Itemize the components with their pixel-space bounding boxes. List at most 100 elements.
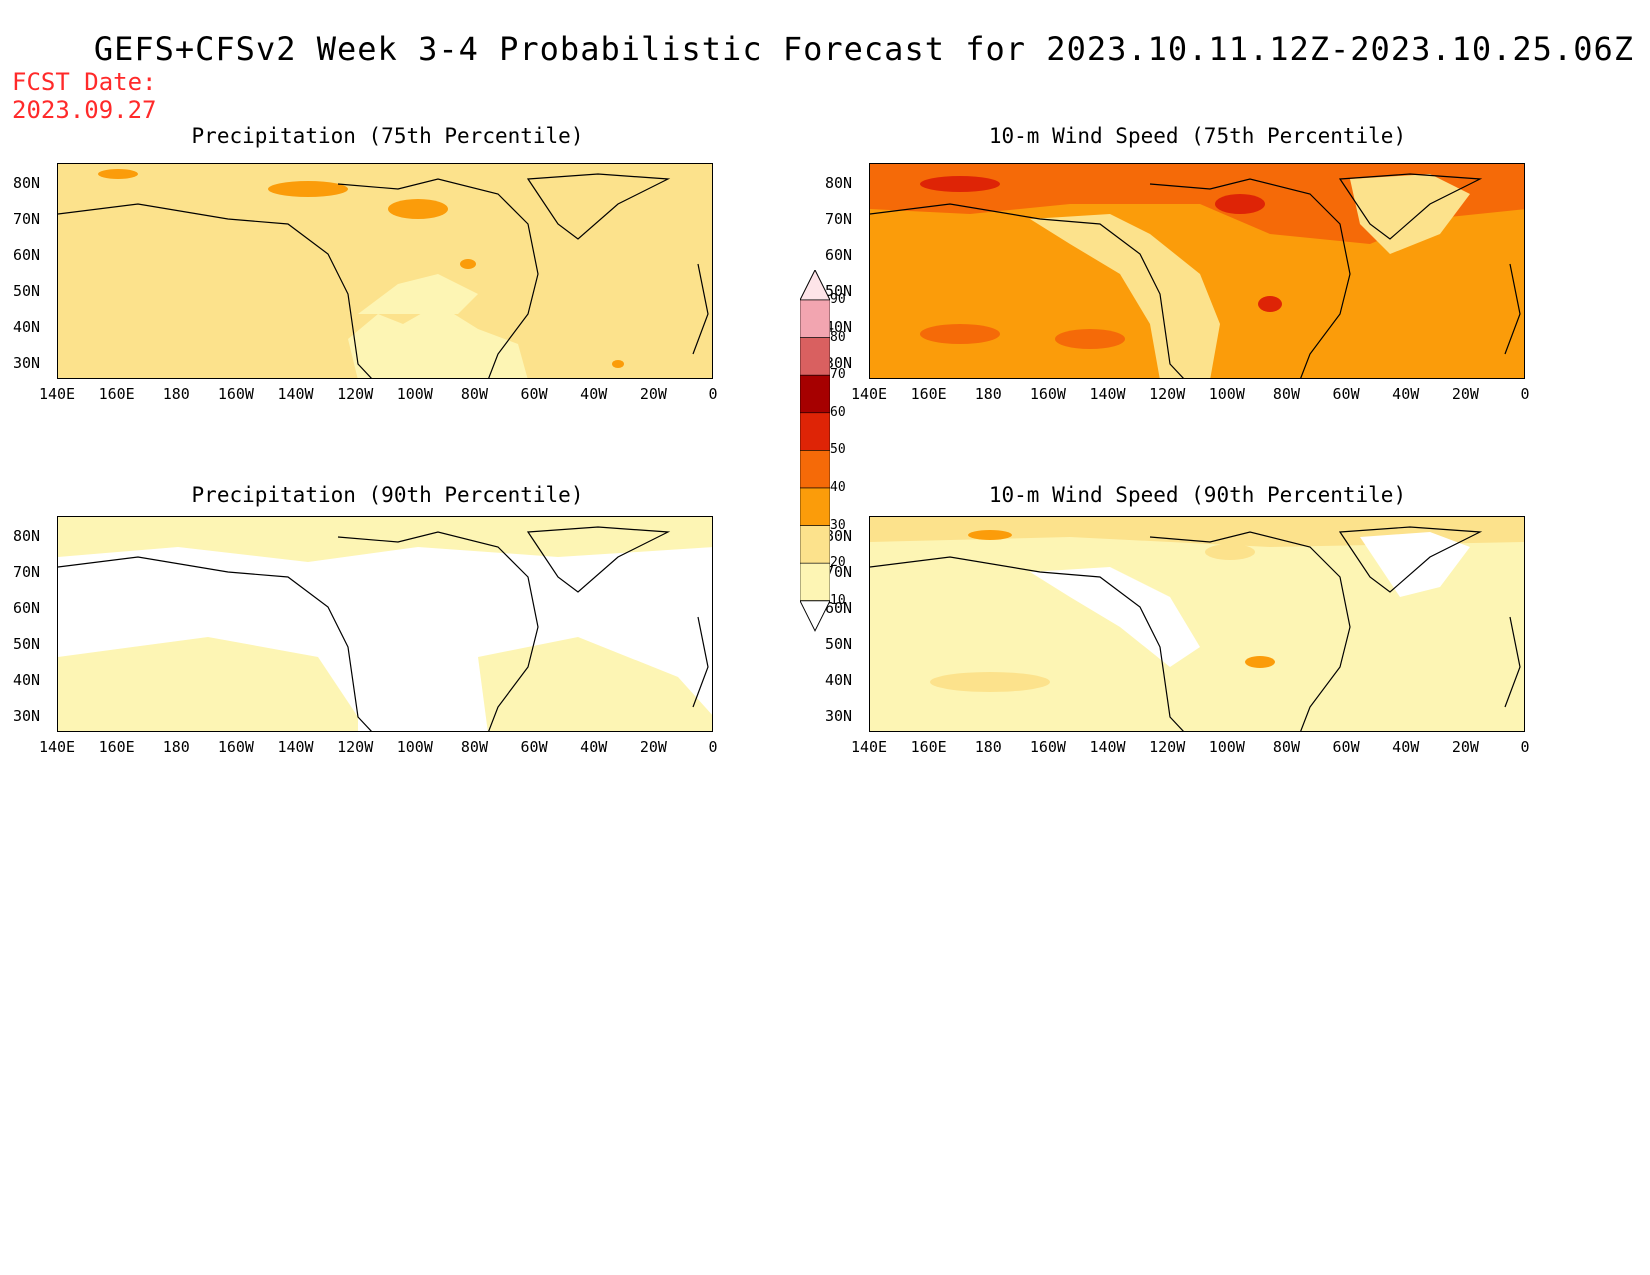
panel-title-precip-90: Precipitation (90th Percentile) xyxy=(191,483,584,507)
colorbar xyxy=(800,270,830,632)
lon-tick-label: 180 xyxy=(974,385,1002,403)
lat-tick-label: 70N xyxy=(13,563,41,581)
lon-tick-label: 100W xyxy=(1208,738,1245,756)
lat-tick-label: 60N xyxy=(825,599,853,617)
lat-tick-label: 60N xyxy=(13,599,41,617)
lon-tick-label: 160E xyxy=(98,738,135,756)
lat-tick-label: 30N xyxy=(825,354,853,372)
map-field-wind-90 xyxy=(870,517,1524,731)
lat-tick-label: 80N xyxy=(825,174,853,192)
lon-tick-label: 80W xyxy=(460,738,488,756)
colorbar-level-label: 90 xyxy=(830,292,846,307)
lon-tick-label: 160W xyxy=(217,738,254,756)
lat-tick-label: 40N xyxy=(13,318,41,336)
lon-tick-label: 80W xyxy=(460,385,488,403)
lon-tick-label: 140W xyxy=(1089,738,1126,756)
lon-tick-label: 20W xyxy=(639,385,667,403)
panel-title-wind-75: 10-m Wind Speed (75th Percentile) xyxy=(988,124,1407,148)
lon-tick-label: 0 xyxy=(1520,385,1530,403)
lon-tick-label: 140W xyxy=(277,385,314,403)
lat-tick-label: 40N xyxy=(13,671,41,689)
lon-tick-label: 0 xyxy=(708,738,718,756)
lon-tick-label: 160E xyxy=(910,385,947,403)
lat-tick-label: 60N xyxy=(13,246,41,264)
lon-tick-label: 60W xyxy=(520,385,548,403)
lon-tick-label: 100W xyxy=(1208,385,1245,403)
fcst-date: FCST Date: 2023.09.27 xyxy=(12,68,157,124)
lon-tick-label: 180 xyxy=(162,385,190,403)
lon-tick-label: 0 xyxy=(708,385,718,403)
panel-title-wind-90: 10-m Wind Speed (90th Percentile) xyxy=(988,483,1407,507)
lon-tick-label: 140E xyxy=(850,385,888,403)
colorbar-level-label: 60 xyxy=(830,404,846,420)
lat-tick-label: 80N xyxy=(825,527,853,545)
lon-tick-label: 180 xyxy=(162,738,190,756)
lon-tick-label: 140E xyxy=(38,385,76,403)
colorbar-level-label: 40 xyxy=(830,480,846,495)
fcst-date-value: 2023.09.27 xyxy=(12,96,157,124)
lon-tick-label: 60W xyxy=(1332,385,1360,403)
map-wind-90 xyxy=(869,516,1525,732)
lon-tick-label: 160W xyxy=(1029,385,1066,403)
colorbar-box xyxy=(800,412,830,451)
lat-tick-label: 80N xyxy=(13,174,41,192)
lon-tick-label: 120W xyxy=(1149,738,1186,756)
lon-tick-label: 160E xyxy=(98,385,135,403)
lon-tick-label: 120W xyxy=(337,385,374,403)
lon-tick-label: 140E xyxy=(850,738,888,756)
lat-tick-label: 50N xyxy=(13,282,41,300)
lon-tick-label: 160W xyxy=(217,385,254,403)
colorbar-level-label: 20 xyxy=(830,555,846,571)
map-precip-90 xyxy=(57,516,713,732)
lon-tick-label: 180 xyxy=(974,738,1002,756)
lon-tick-label: 140W xyxy=(1089,385,1126,403)
lon-tick-label: 20W xyxy=(1451,738,1479,756)
fcst-date-label: FCST Date: xyxy=(12,68,157,96)
lon-tick-label: 40W xyxy=(580,738,608,756)
colorbar-bottom-arrow xyxy=(800,600,830,632)
lon-tick-label: 160W xyxy=(1029,738,1066,756)
colorbar-box xyxy=(800,487,830,526)
colorbar-box xyxy=(800,337,830,376)
colorbar-level-label: 50 xyxy=(830,442,846,458)
lon-tick-label: 160E xyxy=(910,738,947,756)
colorbar-top-arrow xyxy=(800,270,830,301)
lon-tick-label: 140W xyxy=(277,738,314,756)
lon-tick-label: 140E xyxy=(38,738,76,756)
lon-tick-label: 0 xyxy=(1520,738,1530,756)
map-field-precip-75 xyxy=(58,164,712,378)
lat-tick-label: 30N xyxy=(13,707,41,725)
lat-tick-label: 40N xyxy=(825,671,853,689)
map-wind-75 xyxy=(869,163,1525,379)
lat-tick-label: 40N xyxy=(825,318,853,336)
panel-title-precip-75: Precipitation (75th Percentile) xyxy=(191,124,584,148)
lon-tick-label: 20W xyxy=(639,738,667,756)
lon-tick-label: 40W xyxy=(1392,385,1420,403)
map-precip-75 xyxy=(57,163,713,379)
lon-tick-label: 120W xyxy=(337,738,374,756)
lat-tick-label: 70N xyxy=(13,210,41,228)
lat-tick-label: 50N xyxy=(13,635,41,653)
colorbar-level-label: 30 xyxy=(830,517,846,533)
lat-tick-label: 70N xyxy=(825,210,853,228)
lat-tick-label: 70N xyxy=(825,563,853,581)
colorbar-level-label: 70 xyxy=(830,367,846,383)
main-title: GEFS+CFSv2 Week 3-4 Probabilistic Foreca… xyxy=(93,30,1634,68)
lat-tick-label: 80N xyxy=(13,527,41,545)
lat-tick-label: 60N xyxy=(825,246,853,264)
lon-tick-label: 80W xyxy=(1272,385,1300,403)
lon-tick-label: 100W xyxy=(396,738,433,756)
lon-tick-label: 60W xyxy=(520,738,548,756)
lon-tick-label: 60W xyxy=(1332,738,1360,756)
colorbar-box xyxy=(800,450,830,489)
lon-tick-label: 120W xyxy=(1149,385,1186,403)
colorbar-box xyxy=(800,374,830,414)
lon-tick-label: 40W xyxy=(580,385,608,403)
lat-tick-label: 30N xyxy=(13,354,41,372)
lon-tick-label: 20W xyxy=(1451,385,1479,403)
map-field-precip-90 xyxy=(58,517,712,731)
lon-tick-label: 40W xyxy=(1392,738,1420,756)
colorbar-box xyxy=(800,299,830,338)
lon-tick-label: 100W xyxy=(396,385,433,403)
colorbar-box xyxy=(800,525,830,564)
